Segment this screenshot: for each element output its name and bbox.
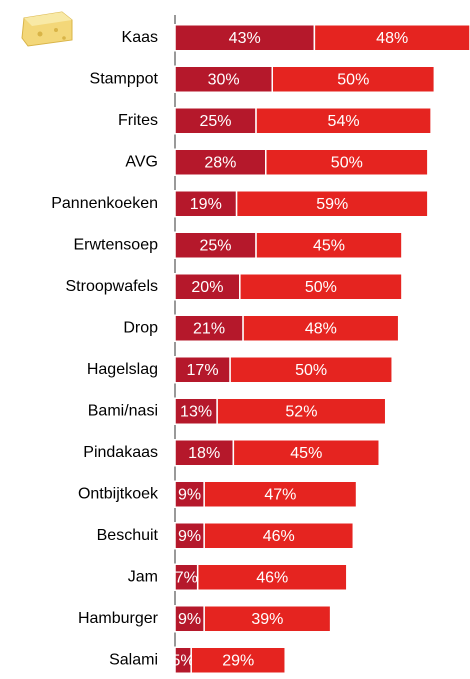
value-label: 45% [290, 445, 322, 462]
category-label: Pindakaas [83, 444, 158, 461]
value-label: 59% [316, 196, 348, 213]
value-label: 39% [251, 611, 283, 628]
value-label: 18% [188, 445, 220, 462]
category-label: Drop [123, 319, 158, 336]
category-label: Beschuit [97, 527, 159, 544]
category-label: Hagelslag [87, 361, 158, 378]
value-label: 25% [200, 237, 232, 254]
value-label: 7% [175, 569, 198, 586]
cheese-icon [22, 12, 72, 46]
value-label: 54% [328, 113, 360, 130]
category-label: Stamppot [90, 70, 159, 87]
category-label: Erwtensoep [74, 236, 159, 253]
chart: Kaas 43% 48% Stamppot 30% 50% Frites 25% 54% AVG 2… [0, 0, 470, 679]
value-label: 28% [204, 154, 236, 171]
value-label: 43% [229, 30, 261, 47]
page: {"chart_data": {"type": "stacked-bar-hor… [0, 0, 470, 679]
value-label: 48% [305, 320, 337, 337]
category-label: Ontbijtkoek [78, 485, 159, 502]
category-label: Frites [118, 112, 158, 129]
value-label: 45% [313, 237, 345, 254]
value-label: 50% [295, 362, 327, 379]
value-label: 50% [305, 279, 337, 296]
value-label: 17% [187, 362, 219, 379]
value-label: 21% [193, 320, 225, 337]
value-label: 13% [180, 403, 212, 420]
category-label: Hamburger [78, 610, 159, 627]
value-label: 46% [256, 569, 288, 586]
category-label: Kaas [122, 29, 158, 46]
value-label: 52% [285, 403, 317, 420]
value-label: 50% [331, 154, 363, 171]
value-label: 19% [190, 196, 222, 213]
value-label: 9% [178, 611, 201, 628]
value-label: 9% [178, 486, 201, 503]
value-label: 48% [376, 30, 408, 47]
category-label: Jam [128, 568, 158, 585]
category-label: Bami/nasi [88, 402, 158, 419]
value-label: 9% [178, 528, 201, 545]
value-label: 20% [191, 279, 223, 296]
category-label: AVG [125, 153, 158, 170]
value-label: 25% [200, 113, 232, 130]
value-label: 47% [264, 486, 296, 503]
category-label: Stroopwafels [66, 278, 159, 295]
value-label: 29% [222, 652, 254, 669]
category-label: Salami [109, 651, 158, 668]
value-label: 30% [208, 71, 240, 88]
category-label: Pannenkoeken [51, 195, 158, 212]
value-label: 50% [337, 71, 369, 88]
value-label: 46% [263, 528, 295, 545]
